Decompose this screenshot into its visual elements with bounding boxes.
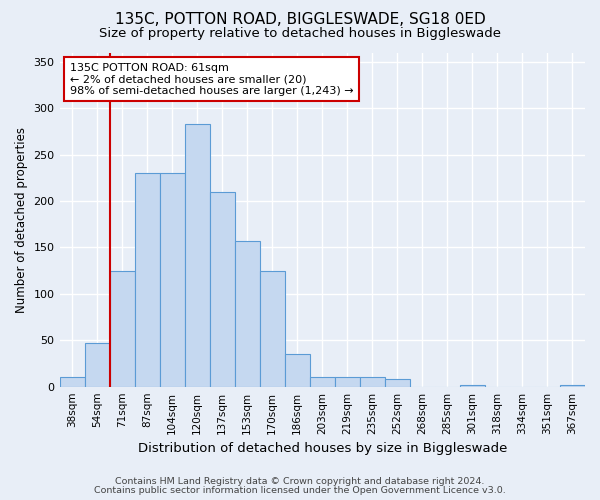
Text: Size of property relative to detached houses in Biggleswade: Size of property relative to detached ho… xyxy=(99,28,501,40)
Bar xyxy=(209,192,235,386)
Bar xyxy=(160,173,185,386)
Bar xyxy=(310,378,335,386)
Text: 135C POTTON ROAD: 61sqm
← 2% of detached houses are smaller (20)
98% of semi-det: 135C POTTON ROAD: 61sqm ← 2% of detached… xyxy=(70,62,353,96)
X-axis label: Distribution of detached houses by size in Biggleswade: Distribution of detached houses by size … xyxy=(137,442,507,455)
Bar xyxy=(285,354,310,386)
Bar xyxy=(85,343,110,386)
Bar xyxy=(185,124,209,386)
Bar xyxy=(560,385,585,386)
Y-axis label: Number of detached properties: Number of detached properties xyxy=(15,126,28,312)
Bar xyxy=(335,378,360,386)
Text: Contains HM Land Registry data © Crown copyright and database right 2024.: Contains HM Land Registry data © Crown c… xyxy=(115,477,485,486)
Text: Contains public sector information licensed under the Open Government Licence v3: Contains public sector information licen… xyxy=(94,486,506,495)
Bar xyxy=(360,378,385,386)
Bar xyxy=(110,270,134,386)
Bar xyxy=(235,241,260,386)
Bar xyxy=(134,173,160,386)
Bar xyxy=(460,385,485,386)
Text: 135C, POTTON ROAD, BIGGLESWADE, SG18 0ED: 135C, POTTON ROAD, BIGGLESWADE, SG18 0ED xyxy=(115,12,485,28)
Bar xyxy=(385,380,410,386)
Bar xyxy=(260,270,285,386)
Bar xyxy=(59,378,85,386)
